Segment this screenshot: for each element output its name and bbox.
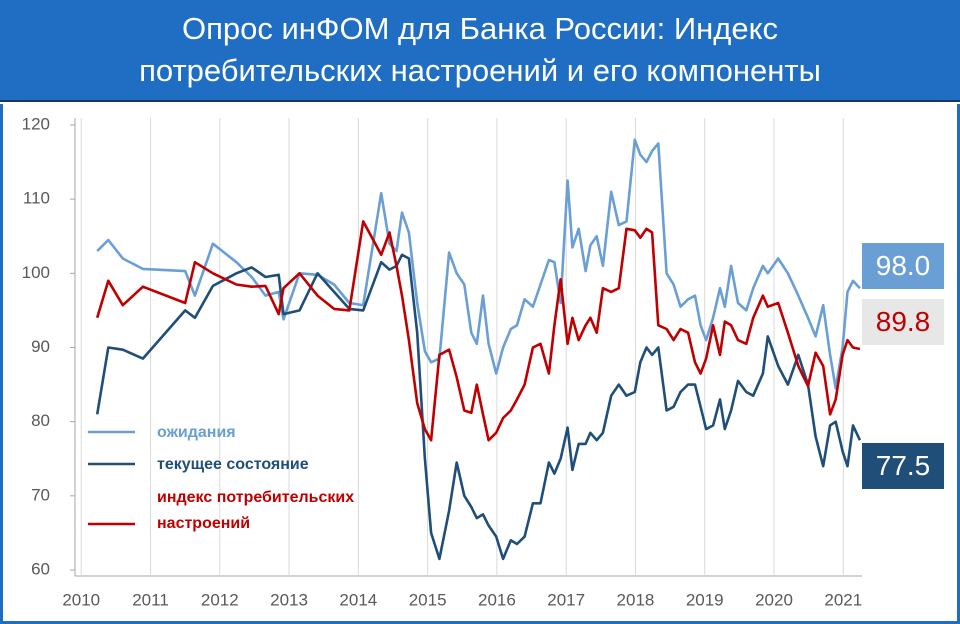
legend-label: ожидания	[157, 424, 236, 441]
x-tick-label: 2011	[132, 590, 169, 609]
x-tick-label: 2016	[478, 590, 516, 609]
y-tick-label: 80	[31, 411, 50, 430]
end-label: 89.8	[862, 299, 944, 345]
series-line	[95, 253, 862, 561]
series-line	[95, 220, 861, 442]
x-tick-label: 2014	[339, 590, 377, 609]
y-tick-label: 100	[22, 263, 50, 282]
title-banner: Опрос инФОМ для Банка России: Индекс пот…	[0, 0, 960, 102]
x-tick-label: 2018	[617, 590, 655, 609]
y-tick-label: 60	[31, 559, 50, 578]
legend-label: текущее состояние	[157, 456, 309, 473]
x-tick-label: 2019	[686, 590, 724, 609]
x-tick-label: 2020	[755, 590, 793, 609]
y-tick-label: 110	[23, 189, 50, 208]
legend-label: индекс потребительских настроений	[157, 489, 355, 532]
end-label: 77.5	[862, 443, 944, 489]
x-tick-label: 2012	[201, 590, 239, 609]
y-tick-label: 120	[22, 114, 50, 133]
y-tick-label: 90	[31, 337, 50, 356]
y-tick-label: 70	[31, 485, 50, 504]
end-label: 98.0	[862, 243, 944, 289]
x-tick-label: 2013	[270, 590, 308, 609]
x-tick-label: 2017	[547, 590, 585, 609]
x-tick-label: 2010	[62, 590, 100, 609]
x-tick-label: 2015	[409, 590, 447, 609]
chart-title: Опрос инФОМ для Банка России: Индекс пот…	[139, 11, 821, 88]
x-tick-label: 2021	[824, 590, 862, 609]
series-line	[96, 138, 861, 390]
